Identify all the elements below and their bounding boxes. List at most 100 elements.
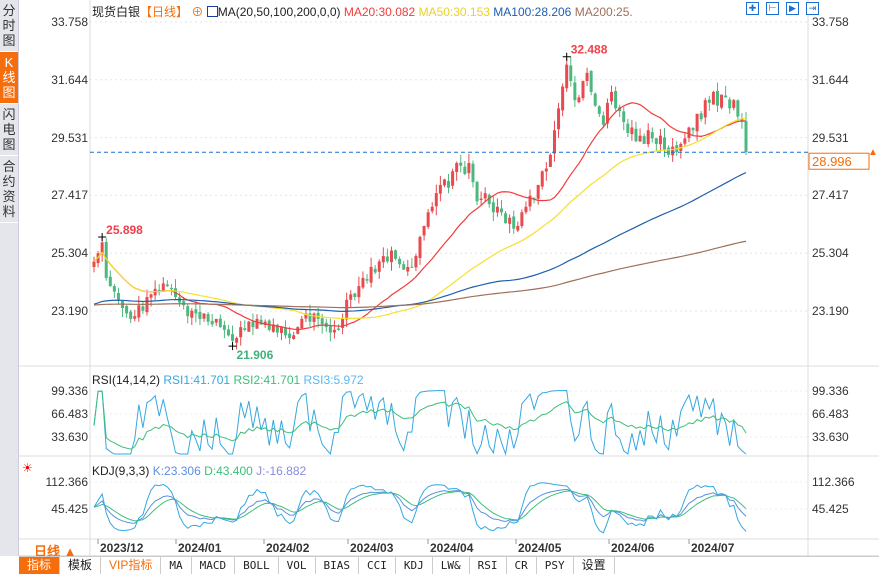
tab-14[interactable]: 设置 [574,557,615,574]
tab-2[interactable]: VIP指标 [101,557,162,574]
candle-body [235,338,239,343]
price-tick: 31.644 [812,72,849,87]
candle-body [544,168,548,172]
candle-body [744,121,748,153]
candle-body [528,195,532,207]
tab-12[interactable]: CR [507,557,537,574]
candle-body [471,163,475,183]
tab-8[interactable]: CCI [359,557,396,574]
candle-body [332,329,336,333]
kdj-tick: 112.366 [45,475,89,489]
exit-icon[interactable]: ⇥ [806,2,819,15]
candle-body [548,154,552,167]
extreme-label: 25.898 [106,223,143,237]
candle-body [349,294,353,300]
candle-body [667,147,671,155]
rsi2-value: RSI2:41.701 [233,373,301,387]
candle-body [316,312,320,319]
candle-body [516,225,520,231]
candle-body [426,212,430,227]
tab-3[interactable]: MA [161,557,192,574]
candle-body [255,318,259,329]
candle-body [198,311,202,319]
candle-body [691,127,695,131]
ma-settings-icon[interactable] [206,6,218,17]
candle-body [365,279,369,281]
tab-0[interactable]: 指标 [19,557,61,574]
candle-body [239,327,243,338]
crosshair-icon[interactable]: ✚ [746,2,759,15]
sidebar-item-kline[interactable]: K线图 [0,52,18,104]
chart-header: 现货白银【日线】 ⊕ MA(20,50,100,200,0,0) MA20:30… [92,3,633,20]
candle-body [638,135,642,142]
tab-7[interactable]: BIAS [316,557,359,574]
candle-body [202,313,206,319]
play-icon[interactable]: ▶ [786,2,799,15]
candle-body [536,184,540,199]
candle-body [218,318,222,328]
candle-body [284,327,288,336]
tab-4[interactable]: MACD [192,557,236,574]
period-select-button[interactable]: 日线 ▲ [34,544,77,559]
candle-body [654,138,658,144]
date-tick: 2024/04 [430,541,474,555]
candle-body [141,306,145,311]
kdj-label: KDJ(9,3,3) [92,464,150,478]
kdj-settings-icon[interactable]: ☀ [22,461,33,475]
candle-body [271,324,275,332]
price-tick: 29.531 [812,130,849,145]
candle-body [361,277,365,288]
candle-body [683,138,687,144]
ma50-value: MA50:30.153 [418,5,490,19]
chart-canvas[interactable]: 28.996 ▲ 25.898 21.906 32.488 [0,0,879,556]
crosshair-toggle-icon[interactable]: ⊕ [191,5,204,19]
instrument-title: 现货白银 [92,5,141,19]
candle-body [463,166,467,174]
candle-body [597,106,601,114]
tab-13[interactable]: PSY [537,557,574,574]
candle-body [312,313,316,322]
candle-body [292,335,296,340]
rsi1-value: RSI1:41.701 [163,373,231,387]
candle-body [251,321,255,328]
candle-body [557,108,561,130]
zoom-range-icon[interactable]: ⊢ [766,2,779,15]
candle-body [320,318,324,325]
sidebar-item-timeshare[interactable]: 分时图 [0,0,18,52]
candle-body [389,250,393,263]
price-tick: 31.644 [51,72,88,87]
candle-body [194,309,198,314]
candle-body [394,250,398,259]
candle-body [699,113,703,120]
rsi-line-1 [93,390,747,456]
candle-body [646,130,650,145]
tab-11[interactable]: RSI [470,557,507,574]
tab-6[interactable]: VOL [279,557,316,574]
sidebar-item-flash[interactable]: 闪电图 [0,104,18,156]
extreme-marker [98,232,107,241]
candle-body [707,99,711,103]
candle-body [650,132,654,139]
sidebar-item-contract-info[interactable]: 合约资料 [0,156,18,223]
candle-body [467,163,471,174]
indicator-tab-bar: 指标 模板 VIP指标 MA MACD BOLL VOL BIAS CCI KDJ LW& RSI CR… [19,556,879,574]
candle-body [434,193,438,207]
rsi-tick-right: 99.336 [812,384,849,398]
tab-9[interactable]: KDJ [396,557,433,574]
tab-10[interactable]: LW& [433,557,470,574]
candle-body [377,261,381,272]
tab-1[interactable]: 模板 [60,557,102,574]
candle-body [438,184,442,194]
candle-body [479,198,483,201]
kdj-tick-right: 112.366 [812,475,855,489]
candle-body [137,305,141,318]
candle-body [116,292,120,300]
candle-body [381,256,385,263]
date-tick: 2024/03 [350,541,394,555]
candle-body [671,146,675,156]
date-tick: 2024/05 [518,541,562,555]
candle-body [736,100,740,117]
tab-5[interactable]: BOLL [235,557,279,574]
last-price-arrow-icon: ▲ [868,147,878,158]
candle-body [129,311,133,319]
